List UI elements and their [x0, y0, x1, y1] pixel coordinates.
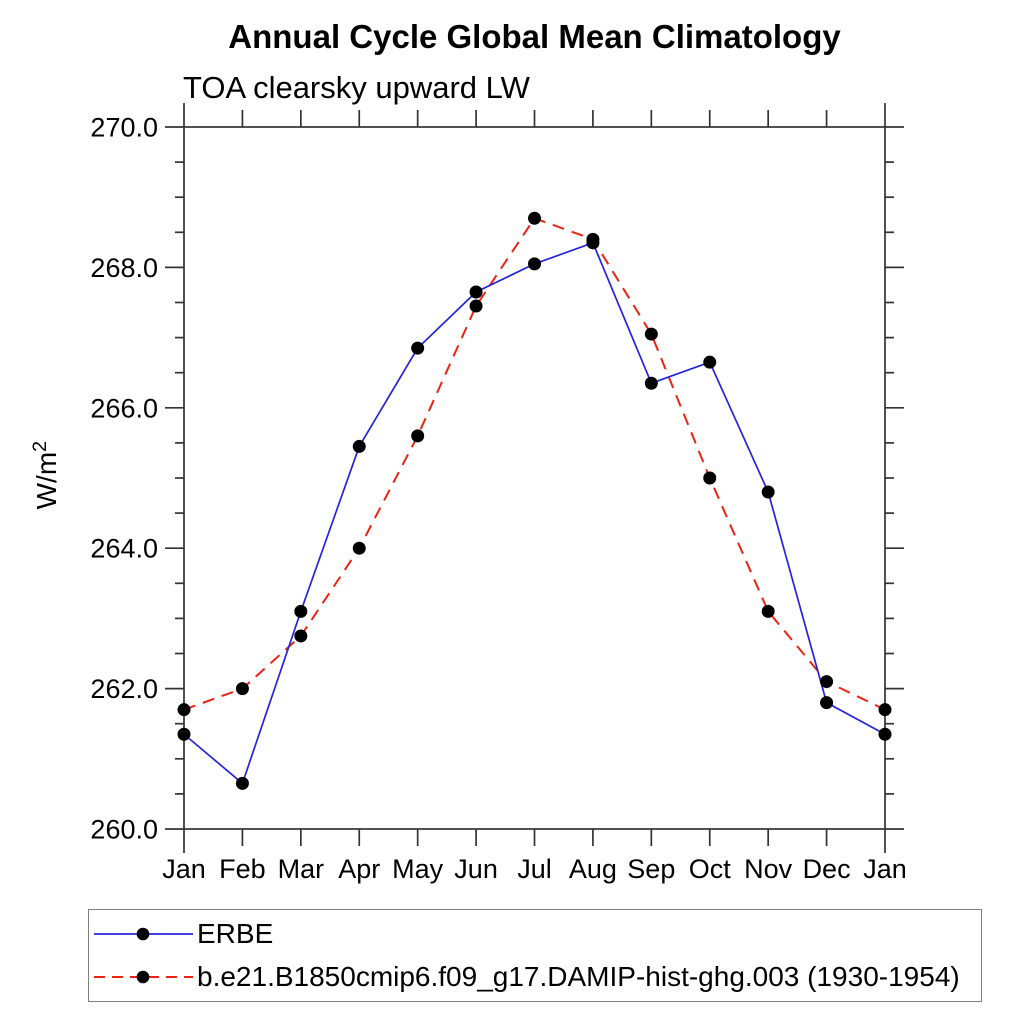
data-point-marker: [878, 727, 892, 741]
legend-item-model: b.e21.B1850cmip6.f09_g17.DAMIP-hist-ghg.…: [93, 957, 981, 997]
x-tick-label: Jun: [454, 854, 498, 884]
x-tick-label: Apr: [338, 854, 380, 884]
data-point-marker: [528, 257, 541, 271]
legend-label-model: b.e21.B1850cmip6.f09_g17.DAMIP-hist-ghg.…: [197, 961, 960, 993]
y-tick-label: 264.0: [90, 534, 158, 564]
data-point-marker: [878, 703, 892, 717]
x-tick-label: Oct: [689, 854, 732, 884]
data-point-marker: [820, 675, 834, 689]
plot-frame: [183, 126, 886, 830]
data-point-marker: [177, 703, 191, 717]
data-point-marker: [411, 429, 425, 443]
model-line-sample-icon: [94, 971, 193, 984]
x-tick-label: Aug: [569, 854, 617, 884]
y-tick-label: 266.0: [90, 393, 158, 423]
legend-label-erbe: ERBE: [197, 917, 274, 949]
x-tick-label: Dec: [803, 854, 851, 884]
x-tick-label: May: [392, 854, 444, 884]
data-point-marker: [528, 211, 541, 225]
x-tick-label: Mar: [278, 854, 325, 884]
data-point-marker: [294, 604, 308, 618]
x-tick-label: Sep: [627, 854, 675, 884]
y-tick-label: 268.0: [90, 253, 158, 283]
data-point-marker: [177, 727, 191, 741]
chart-title: Annual Cycle Global Mean Climatology: [228, 18, 841, 55]
data-point-marker: [703, 471, 717, 485]
data-point-marker: [644, 327, 658, 341]
y-tick-label: 260.0: [90, 815, 158, 845]
data-point-marker: [235, 776, 249, 790]
series-line-erbe: [183, 241, 886, 785]
erbe-line-sample-icon: [94, 927, 193, 940]
data-point-marker: [352, 541, 366, 555]
data-point-marker: [294, 629, 308, 643]
data-point-marker: [820, 696, 834, 710]
legend-item-erbe: ERBE: [93, 914, 981, 954]
x-tick-label: Nov: [744, 854, 793, 884]
data-point-marker: [352, 439, 366, 453]
data-point-marker: [469, 299, 483, 313]
legend: ERBE b.e21.B1850cmip6.f09_g17.DAMIP-hist…: [88, 909, 982, 1002]
data-point-marker: [761, 485, 775, 499]
x-tick-label: Jan: [162, 854, 206, 884]
x-tick-label: Jul: [517, 854, 552, 884]
data-point-marker: [411, 341, 425, 355]
data-point-marker: [235, 682, 249, 696]
chart-subtitle: TOA clearsky upward LW: [183, 70, 530, 105]
series-line-model: [183, 217, 886, 711]
x-tick-label: Feb: [219, 854, 266, 884]
data-point-marker: [586, 232, 600, 246]
data-point-marker: [469, 285, 483, 299]
data-point-marker: [761, 604, 775, 618]
y-tick-label: 270.0: [90, 113, 158, 143]
data-point-marker: [703, 355, 717, 369]
y-tick-label: 262.0: [90, 674, 158, 704]
data-point-marker: [644, 376, 658, 390]
x-tick-label: Jan: [863, 854, 907, 884]
